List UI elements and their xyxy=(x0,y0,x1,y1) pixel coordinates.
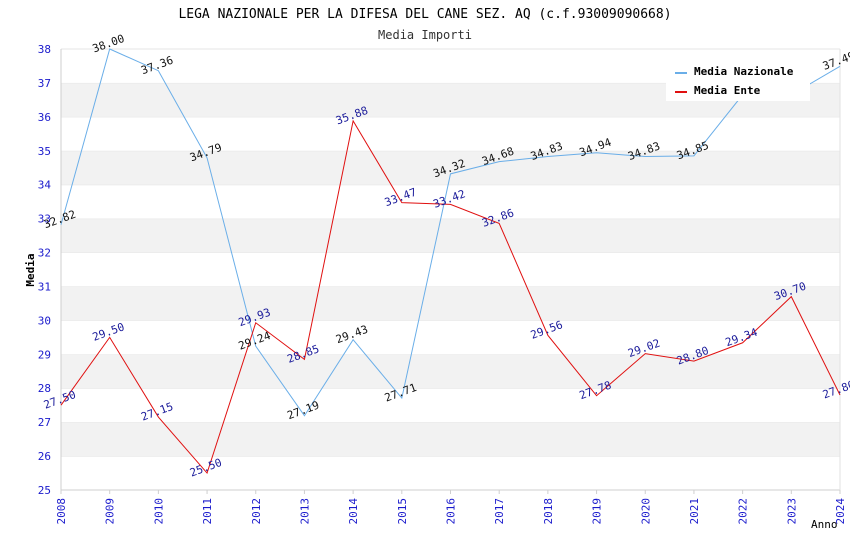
y-axis-title: Media xyxy=(24,253,37,286)
y-tick-label: 27 xyxy=(38,416,51,429)
x-tick-label: 2021 xyxy=(688,498,701,525)
x-ticks: 2008 2009 2010 2011 2012 2013 2014 2015 2016 2017… xyxy=(55,490,847,525)
y-tick-label: 31 xyxy=(38,280,51,293)
x-tick-label: 2023 xyxy=(785,498,798,525)
y-tick-label: 26 xyxy=(38,450,51,463)
y-ticks: 25 26 27 28 29 30 31 32 33 34 35 36 37 38 xyxy=(38,43,52,497)
x-tick-label: 2016 xyxy=(445,498,458,525)
legend-box xyxy=(666,60,810,101)
y-tick-label: 29 xyxy=(38,348,51,361)
grid-band xyxy=(61,456,840,490)
y-tick-label: 37 xyxy=(38,77,51,90)
grid-band xyxy=(61,252,840,287)
chart-title: LEGA NAZIONALE PER LA DIFESA DEL CANE SE… xyxy=(178,7,671,22)
grid-band xyxy=(61,388,840,423)
x-tick-label: 2019 xyxy=(591,498,604,525)
grid-bands xyxy=(61,48,840,490)
grid-band xyxy=(61,422,840,457)
grid-band xyxy=(61,184,840,219)
y-tick-label: 34 xyxy=(38,179,52,192)
x-tick-label: 2015 xyxy=(396,498,409,525)
y-tick-label: 28 xyxy=(38,382,51,395)
chart-subtitle: Media Importi xyxy=(378,28,472,42)
series-line-media-ente xyxy=(60,119,841,475)
grid-band xyxy=(61,286,840,321)
grid-band xyxy=(61,150,840,185)
x-tick-label: 2008 xyxy=(55,498,68,525)
x-tick-label: 2018 xyxy=(542,498,555,525)
x-axis-title: Anno xyxy=(811,518,838,531)
x-tick-label: 2014 xyxy=(347,498,360,525)
y-tick-label: 35 xyxy=(38,145,51,158)
grid-band xyxy=(61,116,840,151)
x-tick-label: 2024 xyxy=(834,498,847,525)
x-tick-label: 2011 xyxy=(201,498,214,525)
x-tick-label: 2012 xyxy=(250,498,263,525)
y-tick-label: 30 xyxy=(38,314,51,327)
legend: Media Nazionale Media Ente xyxy=(666,60,810,101)
grid-band xyxy=(61,320,840,355)
y-tick-label: 32 xyxy=(38,247,51,260)
y-tick-label: 38 xyxy=(38,43,51,56)
x-tick-label: 2010 xyxy=(152,498,165,525)
legend-label-media-nazionale: Media Nazionale xyxy=(694,65,794,78)
x-tick-label: 2009 xyxy=(104,498,117,525)
y-tick-label: 33 xyxy=(38,213,51,226)
grid-band xyxy=(61,354,840,389)
x-tick-label: 2022 xyxy=(737,498,750,525)
y-tick-label: 36 xyxy=(38,111,51,124)
y-tick-label: 25 xyxy=(38,484,51,497)
series-line-media-nazionale xyxy=(60,48,841,417)
series-lines xyxy=(60,48,841,475)
x-tick-label: 2013 xyxy=(298,498,311,525)
legend-label-media-ente: Media Ente xyxy=(694,84,761,97)
grid-band xyxy=(61,218,840,253)
x-tick-label: 2017 xyxy=(493,498,506,525)
x-tick-label: 2020 xyxy=(639,498,652,525)
